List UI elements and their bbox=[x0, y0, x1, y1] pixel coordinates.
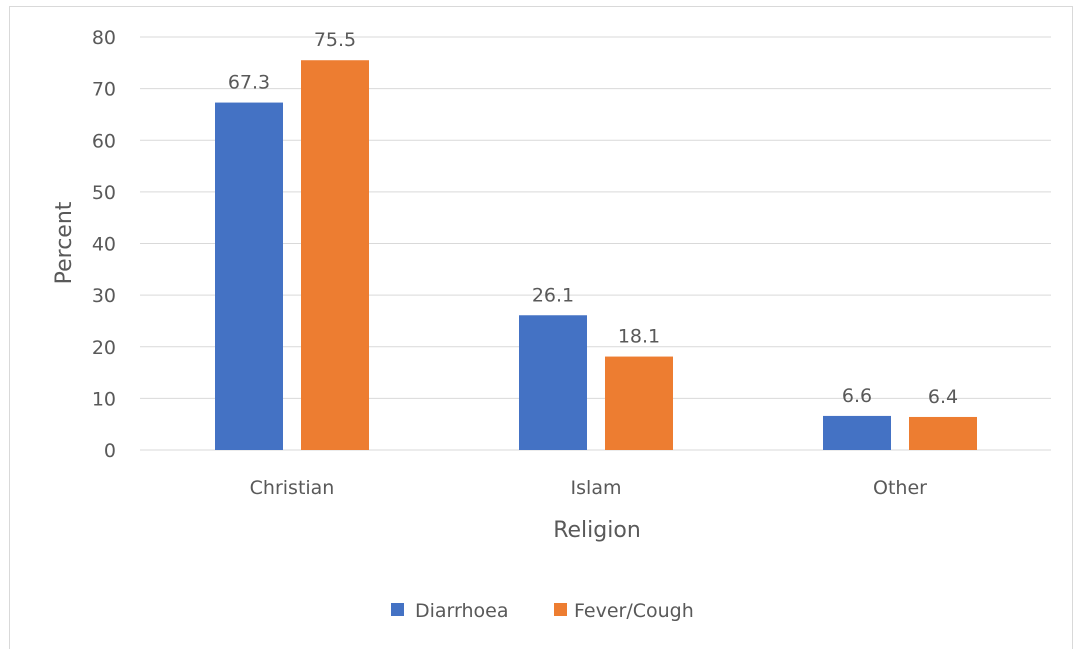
legend-label-fever-cough: Fever/Cough bbox=[574, 600, 694, 622]
y-tick-label-60: 60 bbox=[92, 130, 116, 152]
y-tick-label-10: 10 bbox=[92, 388, 116, 410]
data-label-christian-fever-cough: 75.5 bbox=[314, 29, 356, 51]
y-tick-label-30: 30 bbox=[92, 285, 116, 307]
bar-other-fever-cough bbox=[909, 416, 977, 450]
bar-christian-diarrhoea bbox=[215, 102, 283, 450]
bar-other-diarrhoea bbox=[823, 415, 891, 450]
y-tick-label-80: 80 bbox=[92, 27, 116, 49]
y-tick-label-50: 50 bbox=[92, 182, 116, 204]
legend: Diarrhoea Fever/Cough bbox=[391, 600, 694, 622]
data-label-islam-fever-cough: 18.1 bbox=[618, 326, 660, 348]
y-tick-label-20: 20 bbox=[92, 337, 116, 359]
data-label-other-diarrhoea: 6.6 bbox=[842, 385, 872, 407]
bars bbox=[215, 60, 977, 450]
bar-christian-fever-cough bbox=[301, 60, 369, 450]
legend-swatch-diarrhoea bbox=[391, 603, 404, 616]
x-category-label-christian: Christian bbox=[250, 477, 335, 499]
data-labels: 67.3 75.5 26.1 18.1 6.6 6.4 bbox=[228, 29, 958, 408]
x-category-label-islam: Islam bbox=[571, 477, 622, 499]
y-axis-title: Percent bbox=[52, 201, 77, 284]
x-category-label-other: Other bbox=[873, 477, 927, 499]
legend-swatch-fever-cough bbox=[554, 603, 567, 616]
y-tick-label-70: 70 bbox=[92, 79, 116, 101]
data-label-islam-diarrhoea: 26.1 bbox=[532, 284, 574, 306]
y-tick-label-0: 0 bbox=[104, 440, 116, 462]
y-tick-label-40: 40 bbox=[92, 234, 116, 256]
data-label-christian-diarrhoea: 67.3 bbox=[228, 72, 270, 94]
y-axis-ticks: 0 10 20 30 40 50 60 70 80 bbox=[92, 27, 116, 462]
bar-islam-diarrhoea bbox=[519, 315, 587, 450]
data-label-other-fever-cough: 6.4 bbox=[928, 386, 958, 408]
legend-label-diarrhoea: Diarrhoea bbox=[415, 600, 509, 622]
gridlines bbox=[140, 36, 1051, 451]
x-axis-title: Religion bbox=[553, 518, 641, 543]
x-axis-categories: Christian Islam Other bbox=[250, 477, 928, 499]
bar-islam-fever-cough bbox=[605, 356, 673, 450]
